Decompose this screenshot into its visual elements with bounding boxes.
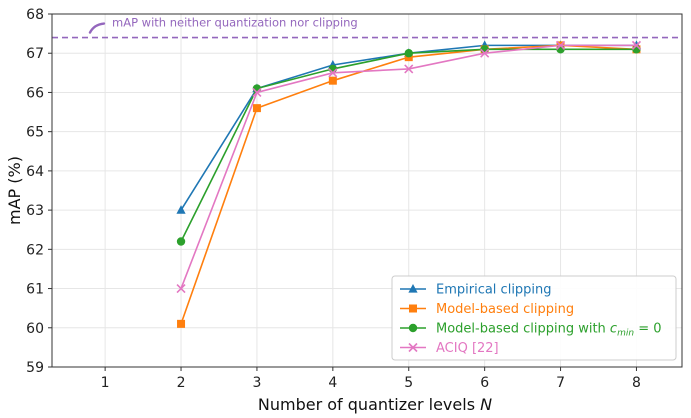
data-point-triangle bbox=[176, 205, 186, 214]
legend-label: Model-based clipping bbox=[436, 302, 574, 317]
x-tick-label: 7 bbox=[556, 375, 565, 391]
data-point-x-stroke bbox=[631, 40, 642, 50]
y-tick-label: 67 bbox=[26, 46, 44, 62]
series-4 bbox=[176, 40, 642, 294]
legend-label: Model-based clipping with cmin = 0 bbox=[436, 322, 662, 339]
y-tick-label: 59 bbox=[26, 360, 44, 376]
data-point-square bbox=[328, 76, 337, 85]
y-tick-label: 63 bbox=[26, 203, 44, 219]
legend-item-3: Model-based clipping with cmin = 0 bbox=[400, 322, 662, 339]
data-point-x-stroke bbox=[252, 87, 262, 98]
y-tick-label: 64 bbox=[26, 164, 44, 180]
reference-line-group: mAP with neither quantization nor clippi… bbox=[52, 16, 682, 39]
data-point-x-stroke bbox=[555, 40, 566, 50]
x-tick-label: 8 bbox=[632, 375, 641, 391]
data-point-square bbox=[177, 319, 186, 328]
data-point-x bbox=[480, 48, 490, 58]
y-tick-label: 62 bbox=[26, 242, 44, 258]
data-point-x-stroke bbox=[480, 48, 490, 58]
data-point-x-stroke bbox=[404, 64, 414, 74]
legend: Empirical clipping Model-based clipping Mo… bbox=[391, 275, 677, 361]
data-point-circle bbox=[408, 323, 418, 333]
x-tick-label: 4 bbox=[328, 375, 337, 391]
x-axis-label-variable: N bbox=[480, 395, 492, 414]
reference-arrow bbox=[88, 22, 106, 34]
x-tick-label: 1 bbox=[101, 375, 110, 391]
data-point-circle bbox=[404, 49, 413, 58]
data-point-x bbox=[404, 64, 414, 74]
series-3 bbox=[176, 45, 641, 246]
data-point-x bbox=[631, 40, 642, 50]
series-group bbox=[176, 40, 642, 328]
data-point-x bbox=[176, 283, 186, 294]
legend-item-2: Model-based clipping bbox=[400, 302, 574, 317]
data-point-square bbox=[252, 104, 261, 113]
legend-item-1: Empirical clipping bbox=[400, 283, 552, 298]
plot-frame bbox=[51, 13, 683, 368]
y-axis-label: mAP (%) bbox=[5, 156, 24, 225]
y-tick-label: 61 bbox=[26, 282, 44, 298]
legend-item-4: ACIQ [22] bbox=[400, 341, 499, 356]
data-point-triangle bbox=[408, 284, 418, 293]
x-tick-label: 2 bbox=[177, 375, 186, 391]
x-tick-label: 5 bbox=[404, 375, 413, 391]
data-point-x bbox=[555, 40, 566, 50]
y-tick-label: 65 bbox=[26, 125, 44, 141]
y-tick-label: 68 bbox=[26, 7, 44, 23]
data-point-x-stroke bbox=[408, 342, 418, 353]
x-tick-label: 3 bbox=[252, 375, 261, 391]
y-tick-label: 60 bbox=[26, 321, 44, 337]
data-point-x bbox=[328, 68, 338, 78]
x-axis-label: Number of quantizer levels N bbox=[258, 395, 492, 414]
data-point-x-stroke bbox=[176, 283, 186, 294]
x-tick-label: 6 bbox=[480, 375, 489, 391]
reference-line-label: mAP with neither quantization nor clippi… bbox=[112, 16, 358, 30]
data-point-square bbox=[409, 304, 417, 313]
data-point-x-stroke bbox=[328, 68, 338, 78]
legend-box bbox=[391, 275, 677, 361]
legend-label: ACIQ [22] bbox=[436, 341, 499, 356]
data-point-x bbox=[252, 87, 262, 98]
data-point-circle bbox=[176, 237, 186, 246]
x-axis-label-text: Number of quantizer levels bbox=[258, 395, 475, 414]
legend-label: Empirical clipping bbox=[436, 283, 552, 298]
data-point-x bbox=[408, 342, 418, 353]
y-tick-label: 66 bbox=[26, 85, 44, 101]
